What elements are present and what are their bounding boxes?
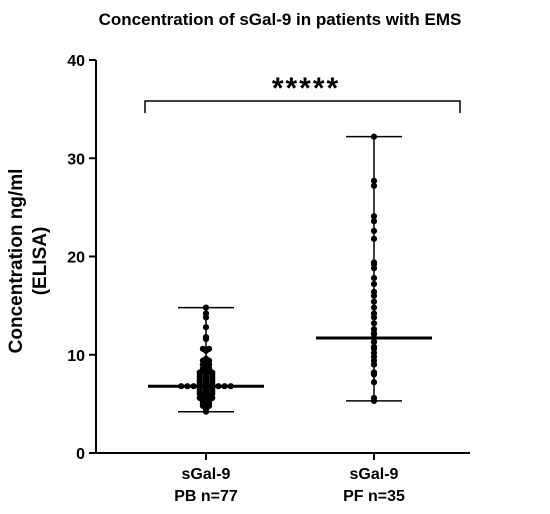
point-pf-9 (370, 265, 378, 272)
point-pb-3 (202, 324, 210, 331)
category-label-pb: sGal-9 PB n=77 (174, 466, 238, 505)
point-pb-8 (202, 347, 210, 354)
point-pf-10 (370, 275, 378, 282)
y-tick-label-0: 0 (76, 446, 85, 463)
category-label-pb-line-1: sGal-9 (182, 466, 231, 483)
significance-bracket-line (144, 100, 461, 113)
point-pf-6 (370, 235, 378, 242)
significance-bracket: ***** (144, 72, 461, 113)
point-pf-34 (370, 397, 378, 405)
point-pf-17 (370, 314, 378, 321)
y-tick-label-40: 40 (67, 53, 85, 70)
y-tick-label-10: 10 (67, 348, 85, 365)
significance-stars: ***** (272, 72, 340, 105)
point-pf-23 (370, 338, 378, 346)
y-axis-title-line-2: (ELISA) (30, 227, 51, 296)
y-axis-title-line-1: Concentration ng/ml (6, 169, 27, 354)
point-pf-13 (370, 292, 378, 299)
point-pf-4 (370, 218, 378, 225)
axes: 0 10 20 30 40 (67, 53, 470, 463)
point-pf-29 (370, 361, 378, 368)
point-pf-3 (370, 213, 378, 220)
category-label-pf-line-2: PF n=35 (343, 488, 405, 505)
point-pf-5 (370, 227, 378, 235)
point-pb-0 (202, 304, 210, 311)
point-pb-5 (202, 335, 210, 343)
point-pf-2 (370, 182, 378, 189)
point-pf-32 (370, 379, 378, 386)
point-pf-18 (370, 320, 378, 327)
point-pf-11 (370, 280, 378, 288)
point-pf-0 (370, 133, 378, 140)
category-label-pf: sGal-9 PF n=35 (343, 466, 405, 505)
y-tick-label-20: 20 (67, 250, 85, 267)
category-label-pf-line-1: sGal-9 (350, 466, 399, 483)
data-marks (148, 133, 432, 415)
point-pf-14 (370, 298, 378, 305)
chart-title: Concentration of sGal-9 in patients with… (99, 10, 462, 29)
point-pf-1 (370, 177, 378, 184)
category-label-pb-line-2: PB n=77 (174, 488, 238, 505)
point-pb-76 (202, 408, 210, 415)
point-pf-15 (370, 304, 378, 311)
point-pf-31 (370, 371, 378, 378)
y-tick-label-30: 30 (67, 151, 85, 168)
y-axis-title: Concentration ng/ml (ELISA) (6, 169, 51, 354)
point-pb-2 (202, 314, 210, 321)
